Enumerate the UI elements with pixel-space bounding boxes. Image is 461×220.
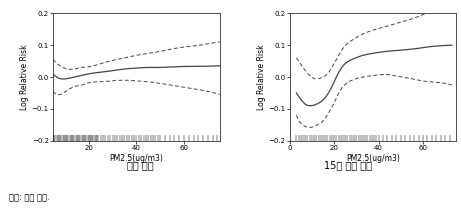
Y-axis label: Log Relative Risk: Log Relative Risk — [20, 44, 29, 110]
Text: 15세 미만 연령: 15세 미만 연령 — [324, 161, 372, 170]
Text: 자료: 저자 작성.: 자료: 저자 작성. — [9, 194, 50, 203]
X-axis label: PM2.5(ug/m3): PM2.5(ug/m3) — [109, 154, 163, 163]
Text: 전체 연령: 전체 연령 — [127, 161, 154, 170]
X-axis label: PM2.5(ug/m3): PM2.5(ug/m3) — [346, 154, 400, 163]
Y-axis label: Log Relative Risk: Log Relative Risk — [257, 44, 266, 110]
